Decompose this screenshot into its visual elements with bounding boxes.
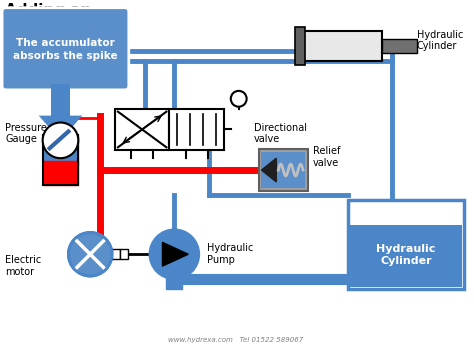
Text: www.hydrexa.com   Tel 01522 589067: www.hydrexa.com Tel 01522 589067 xyxy=(168,337,303,343)
Bar xyxy=(120,249,128,259)
Bar xyxy=(43,135,78,165)
Circle shape xyxy=(43,122,78,158)
Bar xyxy=(382,39,417,53)
Bar xyxy=(303,32,382,61)
Bar xyxy=(347,200,465,289)
Text: The accumulator
absorbs the spike: The accumulator absorbs the spike xyxy=(13,38,118,61)
Bar xyxy=(350,224,463,287)
Circle shape xyxy=(68,233,112,276)
Circle shape xyxy=(231,91,246,107)
Text: Hydraulic
Cylinder: Hydraulic Cylinder xyxy=(376,244,436,266)
Text: Hydraulic
Pump: Hydraulic Pump xyxy=(207,244,254,265)
Bar xyxy=(43,135,78,185)
Text: Electric
motor: Electric motor xyxy=(5,255,41,277)
Bar xyxy=(169,109,224,150)
Text: Pressure
Gauge: Pressure Gauge xyxy=(5,122,47,144)
Text: Adding an: Adding an xyxy=(5,3,91,18)
Bar xyxy=(43,161,78,185)
FancyBboxPatch shape xyxy=(2,8,129,90)
Bar xyxy=(258,149,308,191)
Text: Relief
valve: Relief valve xyxy=(313,146,340,168)
Text: Hydraulic
Cylinder: Hydraulic Cylinder xyxy=(417,29,463,51)
Bar xyxy=(112,249,120,259)
Polygon shape xyxy=(262,158,276,182)
Text: a: a xyxy=(5,21,16,36)
Polygon shape xyxy=(163,242,188,266)
Bar xyxy=(295,27,305,65)
Bar xyxy=(115,109,169,150)
Circle shape xyxy=(150,229,199,279)
Bar xyxy=(166,277,182,289)
Bar xyxy=(51,84,70,116)
Polygon shape xyxy=(39,116,82,140)
Bar xyxy=(262,152,305,188)
Text: Directional
valve: Directional valve xyxy=(254,122,307,144)
